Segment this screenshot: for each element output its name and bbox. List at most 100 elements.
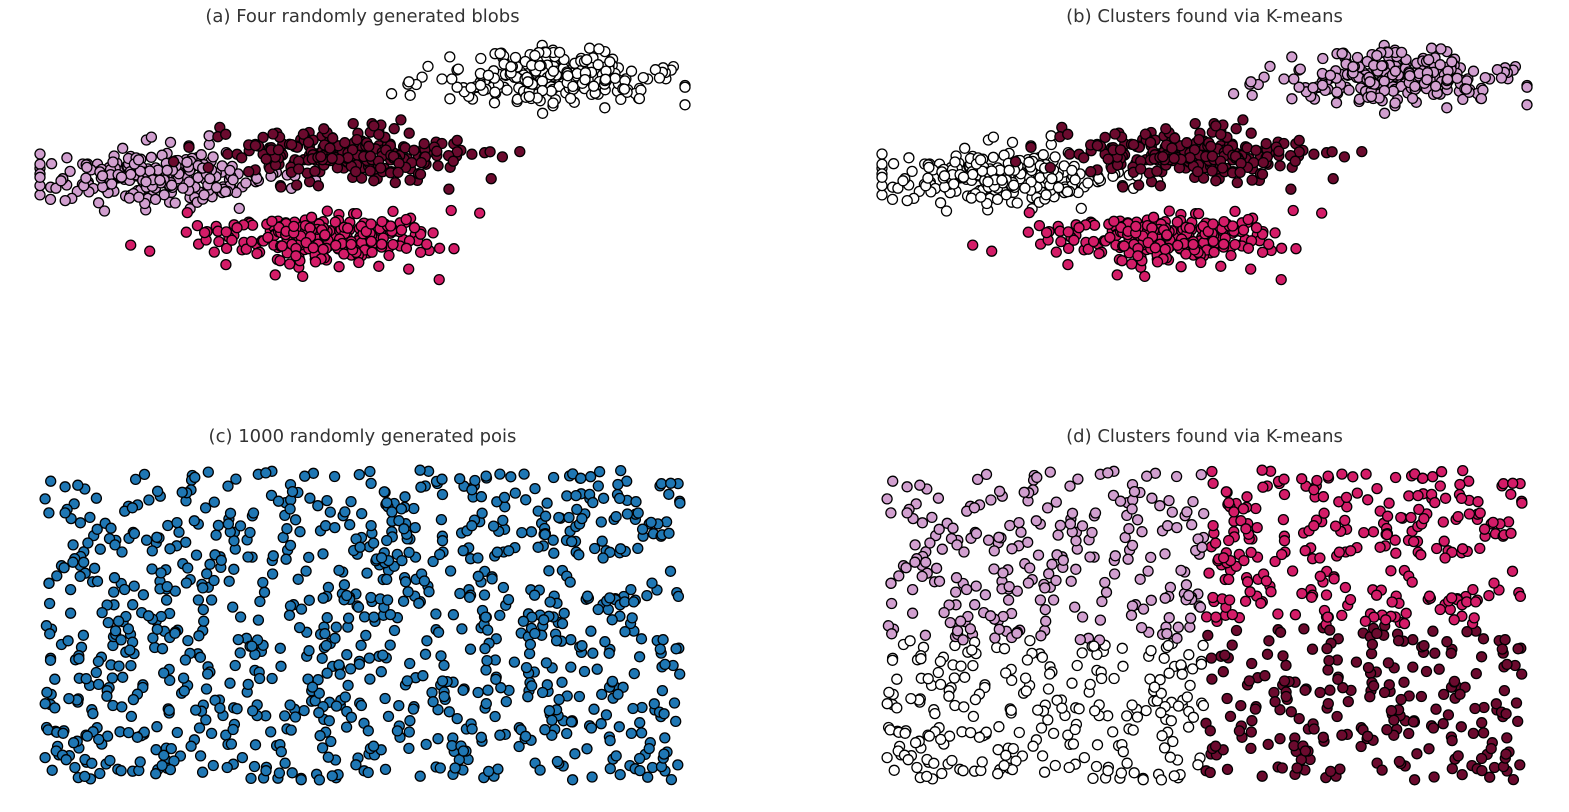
scatter-point <box>1400 607 1412 619</box>
scatter-point <box>423 586 435 598</box>
scatter-point <box>84 511 96 524</box>
scatter-point <box>1121 757 1133 769</box>
scatter-point <box>1207 519 1219 532</box>
scatter-point <box>1288 73 1300 85</box>
scatter-point <box>1128 485 1141 498</box>
scatter-point <box>957 765 969 777</box>
scatter-point <box>532 541 544 553</box>
scatter-point <box>469 474 481 487</box>
scatter-point <box>328 470 341 483</box>
scatter-point <box>1452 750 1464 762</box>
scatter-point <box>156 643 169 655</box>
scatter-point <box>1362 494 1374 506</box>
scatter-point <box>564 92 577 105</box>
scatter-point <box>376 238 388 250</box>
scatter-point <box>1336 729 1348 741</box>
scatter-point <box>906 165 918 178</box>
scatter-point <box>1013 726 1025 739</box>
scatter-point <box>579 73 591 86</box>
scatter-point <box>1433 663 1445 675</box>
scatter-point <box>528 589 541 601</box>
scatter-point <box>438 690 450 703</box>
scatter-point <box>1184 222 1196 234</box>
scatter-point <box>64 583 77 596</box>
scatter-point <box>1467 65 1480 77</box>
scatter-point <box>967 168 979 181</box>
scatter-point <box>1156 730 1168 742</box>
scatter-point <box>112 615 125 627</box>
scatter-point <box>1151 256 1164 268</box>
scatter-point <box>548 547 560 559</box>
scatter-point <box>1273 145 1285 157</box>
scatter-point <box>240 177 252 189</box>
scatter-point <box>596 535 608 547</box>
chart-title-c: (c) 1000 randomly generated pois <box>208 426 517 447</box>
scatter-point <box>1446 56 1458 68</box>
scatter-point <box>373 260 385 272</box>
scatter-point <box>1378 107 1391 119</box>
scatter-point <box>476 507 488 519</box>
scatter-point <box>934 197 947 209</box>
scatter-point <box>588 80 600 92</box>
scatter-point <box>457 745 470 757</box>
scatter-point <box>562 70 574 82</box>
scatter-point <box>1245 76 1257 88</box>
scatter-point <box>297 270 309 283</box>
scatter-point <box>327 132 339 144</box>
scatter-point <box>906 607 919 619</box>
scatter-point <box>1027 740 1039 752</box>
scatter-point <box>185 740 197 752</box>
scatter-point <box>1230 123 1242 135</box>
scatter-point <box>1430 703 1442 715</box>
scatter-point <box>247 507 260 519</box>
scatter-point <box>1278 488 1291 501</box>
scatter-point <box>1035 630 1047 642</box>
scatter-point <box>490 673 502 685</box>
scatter-point <box>633 651 646 663</box>
scatter-point <box>674 668 686 680</box>
scatter-point <box>408 502 420 515</box>
scatter-point <box>219 186 232 198</box>
scatter-point <box>352 601 365 613</box>
scatter-point <box>584 471 597 483</box>
scatter-point <box>409 521 421 534</box>
scatter-point <box>1108 568 1121 580</box>
scatter-point <box>1423 743 1435 755</box>
scatter-point <box>665 477 677 489</box>
scatter-point <box>1324 624 1336 636</box>
scatter-point <box>1322 697 1334 710</box>
scatter-point <box>1501 732 1513 744</box>
scatter-point <box>342 679 354 692</box>
scatter-point <box>1238 554 1250 567</box>
scatter-point <box>210 181 223 194</box>
scatter-point <box>366 246 378 258</box>
scatter-point <box>1116 255 1128 267</box>
scatter-point <box>900 562 912 574</box>
scatter-point <box>376 215 388 228</box>
scatter-point <box>1474 542 1486 555</box>
panel-c: (c) 1000 randomly generated pois <box>20 420 705 812</box>
scatter-point <box>1169 132 1181 144</box>
scatter-point <box>1020 685 1032 697</box>
scatter-point <box>529 627 541 640</box>
scatter-point <box>904 635 916 647</box>
scatter-point <box>973 731 986 743</box>
scatter-point <box>1434 480 1446 492</box>
scatter-point <box>1500 708 1512 720</box>
scatter-point <box>993 531 1005 543</box>
scatter-point <box>565 634 577 646</box>
scatter-point <box>1327 173 1339 185</box>
scatter-point <box>561 490 573 502</box>
scatter-point <box>363 652 376 664</box>
scatter-point <box>641 589 653 602</box>
scatter-point <box>998 759 1010 772</box>
scatter-point <box>628 596 640 608</box>
scatter-point <box>1192 759 1204 771</box>
scatter-point <box>1365 647 1378 660</box>
scatter-point <box>108 572 121 584</box>
scatter-point <box>254 595 266 608</box>
scatter-point <box>1170 470 1183 483</box>
scatter-point <box>550 635 563 647</box>
scatter-point <box>245 772 257 785</box>
scatter-point <box>220 258 232 271</box>
